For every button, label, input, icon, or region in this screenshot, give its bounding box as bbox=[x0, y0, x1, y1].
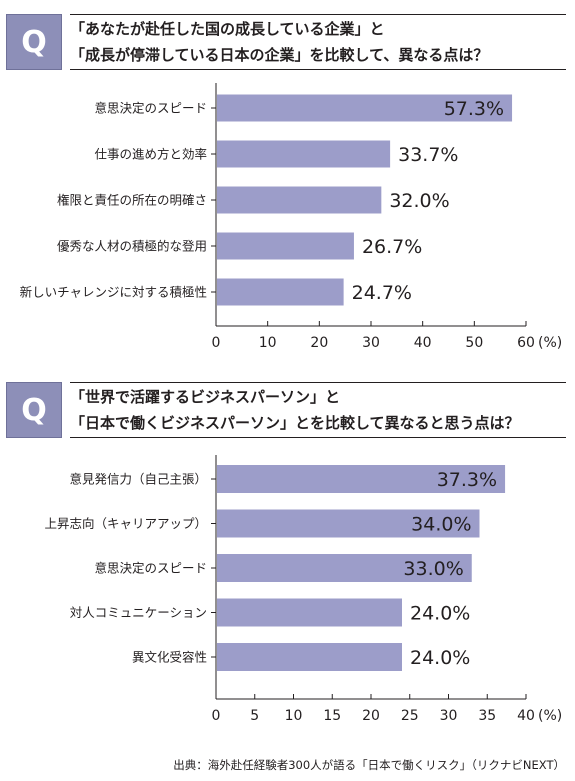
question-rule-bottom bbox=[70, 437, 566, 438]
x-tick-label: 25 bbox=[401, 708, 419, 724]
question-marker-1: Q bbox=[6, 14, 62, 70]
question-text-2: 「世界で活躍するビジネスパーソン」と 「日本で働くビジネスパーソン」とを比較して… bbox=[70, 384, 520, 436]
question-line: 「あなたが赴任した国の成長している企業」と bbox=[70, 20, 385, 38]
question-header-2: Q 「世界で活躍するビジネスパーソン」と 「日本で働くビジネスパーソン」とを比較… bbox=[6, 382, 566, 438]
category-label: 仕事の進め方と効率 bbox=[94, 147, 207, 162]
data-label: 33.7% bbox=[398, 144, 458, 166]
x-tick-label: 35 bbox=[478, 708, 496, 724]
category-label: 意思決定のスピード bbox=[94, 101, 207, 116]
bar bbox=[217, 598, 402, 627]
question-header-1: Q 「あなたが赴任した国の成長している企業」と 「成長が停滞している日本の企業」… bbox=[6, 14, 566, 70]
data-label: 24.7% bbox=[352, 282, 412, 304]
category-label: 異文化受容性 bbox=[132, 650, 207, 665]
x-tick-label: 60 bbox=[517, 335, 535, 351]
question-line: 「成長が停滞している日本の企業」を比較して、異なる点は？ bbox=[70, 46, 489, 64]
category-label: 優秀な人材の積極的な登用 bbox=[57, 239, 207, 254]
data-label: 57.3% bbox=[444, 98, 504, 120]
unit-label: (%) bbox=[538, 708, 562, 724]
question-rule-bottom bbox=[70, 69, 566, 70]
unit-label: (%) bbox=[538, 335, 562, 351]
bar-chart-1: 意思決定のスピード 57.3% 仕事の進め方と効率 33.7% 権限と責任の所在の明確さ… bbox=[20, 83, 562, 351]
bar bbox=[217, 278, 344, 306]
question-rule-top bbox=[70, 382, 566, 383]
bar bbox=[217, 509, 480, 538]
x-tick-label: 20 bbox=[310, 335, 328, 351]
source-note: 出典：海外赴任経験者300人が語る「日本で働くリスク」（リクナビNEXT） bbox=[173, 758, 565, 772]
x-tick-label: 30 bbox=[440, 708, 458, 724]
data-label: 32.0% bbox=[389, 190, 449, 212]
bar bbox=[217, 643, 402, 671]
x-tick-label: 0 bbox=[212, 708, 221, 724]
data-label: 24.0% bbox=[410, 603, 470, 625]
question-line: 「日本で働くビジネスパーソン」とを比較して異なると思う点は？ bbox=[70, 414, 520, 432]
bar bbox=[217, 465, 506, 493]
question-marker-2: Q bbox=[6, 382, 62, 438]
bar bbox=[217, 94, 513, 122]
x-tick-label: 20 bbox=[362, 708, 380, 724]
bar bbox=[217, 232, 354, 260]
x-tick-label: 5 bbox=[250, 708, 259, 724]
question-line: 「世界で活躍するビジネスパーソン」と bbox=[70, 388, 341, 406]
x-tick-label: 40 bbox=[517, 708, 535, 724]
data-label: 37.3% bbox=[437, 469, 497, 491]
bar bbox=[217, 186, 382, 214]
bar bbox=[217, 140, 391, 168]
x-tick-label: 10 bbox=[285, 708, 303, 724]
category-label: 上昇志向（キャリアアップ） bbox=[44, 516, 207, 531]
question-rule-top bbox=[70, 14, 566, 15]
question-text-1: 「あなたが赴任した国の成長している企業」と 「成長が停滞している日本の企業」を比… bbox=[70, 16, 488, 68]
x-tick-label: 30 bbox=[362, 335, 380, 351]
data-label: 24.0% bbox=[410, 647, 470, 669]
category-label: 権限と責任の所在の明確さ bbox=[57, 193, 207, 208]
x-tick-label: 40 bbox=[414, 335, 432, 351]
x-tick-label: 50 bbox=[465, 335, 483, 351]
x-tick-label: 15 bbox=[323, 708, 341, 724]
category-label: 対人コミュニケーション bbox=[70, 605, 207, 620]
category-label: 意見発信力（自己主張） bbox=[69, 472, 207, 487]
data-label: 26.7% bbox=[362, 236, 422, 258]
category-label: 新しいチャレンジに対する積極性 bbox=[20, 285, 207, 300]
x-tick-label: 10 bbox=[259, 335, 277, 351]
bar-chart-2: 意見発信力（自己主張） 37.3% 上昇志向（キャリアアップ） 34.0% 意思決定のス… bbox=[44, 455, 562, 724]
data-label: 33.0% bbox=[403, 558, 463, 580]
data-label: 34.0% bbox=[411, 514, 471, 536]
category-label: 意思決定のスピード bbox=[94, 561, 207, 576]
x-tick-label: 0 bbox=[212, 335, 221, 351]
bar bbox=[217, 554, 472, 582]
